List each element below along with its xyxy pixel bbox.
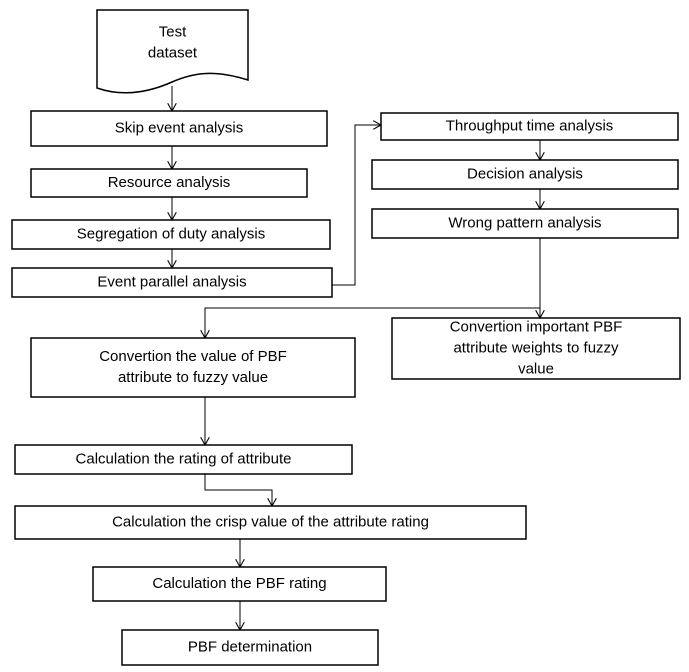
process-box <box>391 317 681 380</box>
node-label: Convertion important PBF <box>450 318 623 335</box>
node-label: PBF determination <box>188 638 312 655</box>
node-label: Throughput time analysis <box>446 117 614 134</box>
process-box <box>30 110 328 147</box>
node-label: attribute weights to fuzzy <box>453 339 619 356</box>
node-label: Decision analysis <box>467 165 583 182</box>
node-label: dataset <box>148 44 198 61</box>
node-label: Calculation the PBF rating <box>152 575 326 592</box>
node-label: Resource analysis <box>108 174 231 191</box>
boxes: Test dataset Skip event analysis Resource a… <box>11 23 681 666</box>
node-label: Calculation the crisp value of the attri… <box>112 513 429 530</box>
process-box <box>14 505 527 540</box>
process-box <box>380 112 679 141</box>
connectors <box>172 86 540 630</box>
process-box <box>11 267 333 298</box>
node-label: Calculation the rating of attribute <box>76 450 292 467</box>
node-label: Skip event analysis <box>115 119 243 136</box>
process-box <box>371 208 679 239</box>
node-label: attribute to fuzzy value <box>118 369 268 386</box>
node-label: value <box>518 360 554 377</box>
process-box <box>30 168 308 198</box>
process-box <box>121 629 379 666</box>
node-label: Segregation of duty analysis <box>77 225 265 242</box>
node-label: Event parallel analysis <box>97 273 246 290</box>
process-box <box>11 219 331 250</box>
node-label: Convertion the value of PBF <box>99 348 287 365</box>
node-label: Wrong pattern analysis <box>448 214 601 231</box>
process-box <box>30 337 356 398</box>
node-label: Test <box>159 23 187 40</box>
process-box <box>92 566 387 602</box>
process-box <box>14 444 353 475</box>
document-shape <box>96 9 249 94</box>
process-box <box>371 159 679 190</box>
